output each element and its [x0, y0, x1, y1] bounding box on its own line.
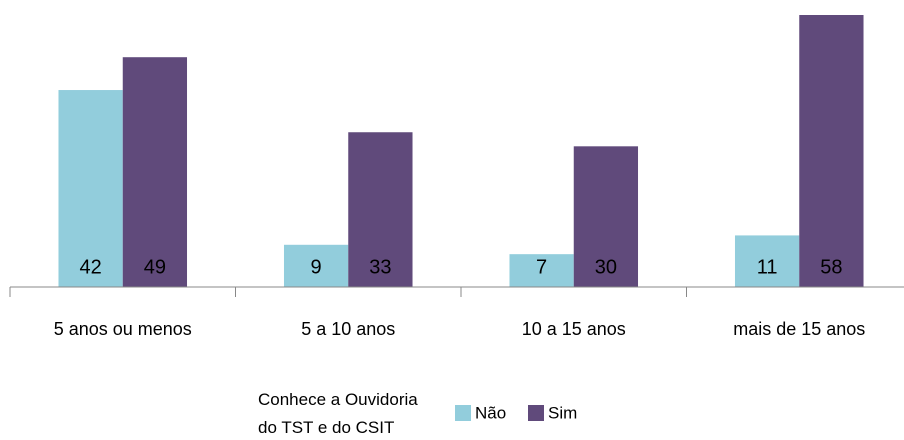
x-tick-label: 5 anos ou menos	[54, 319, 192, 339]
legend-swatch	[455, 405, 471, 421]
legend-label: Sim	[548, 403, 577, 422]
bar	[734, 235, 800, 287]
bar	[348, 132, 413, 287]
data-label: 9	[311, 256, 322, 278]
bar	[799, 15, 864, 287]
data-label: 30	[595, 256, 617, 278]
data-label: 58	[820, 256, 842, 278]
bar	[122, 57, 188, 288]
x-tick-label: mais de 15 anos	[733, 319, 865, 339]
legend-swatch	[528, 405, 544, 421]
legend-title: Conhece a Ouvidoria do TST e do CSIT	[258, 390, 418, 437]
bar	[573, 146, 639, 287]
bar	[58, 90, 123, 287]
data-label: 49	[144, 256, 166, 278]
data-label: 7	[536, 256, 547, 278]
x-tick-label: 5 a 10 anos	[301, 319, 395, 339]
legend-label: Não	[475, 403, 506, 422]
data-label: 33	[369, 256, 391, 278]
data-label: 42	[79, 256, 101, 278]
x-tick-label: 10 a 15 anos	[522, 319, 626, 339]
bar	[283, 244, 349, 287]
bar	[509, 254, 574, 287]
data-label: 11	[757, 256, 778, 278]
